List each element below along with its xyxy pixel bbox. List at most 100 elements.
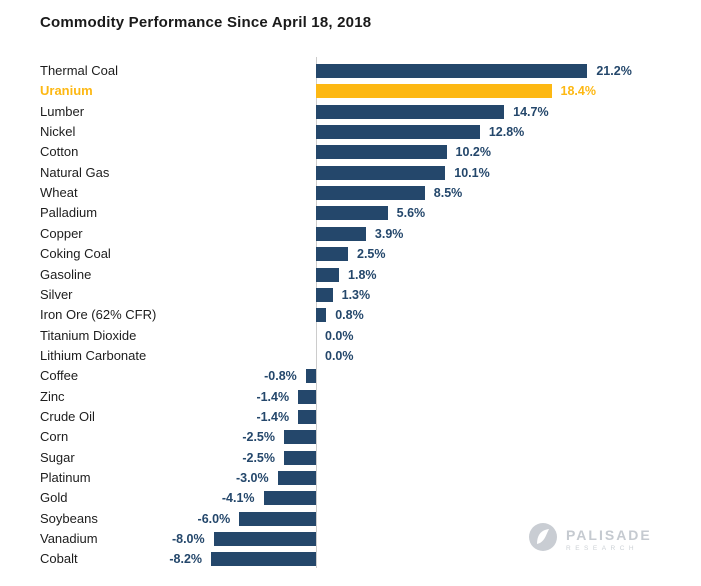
value-label: -2.5% [242, 450, 275, 465]
value-label: 0.8% [335, 308, 364, 323]
category-label: Nickel [40, 124, 76, 140]
chart-row: Lithium Carbonate 0.0% [0, 346, 701, 366]
chart-row: Vanadium -8.0% [0, 529, 701, 549]
chart-row: Copper 3.9% [0, 224, 701, 244]
category-label: Natural Gas [40, 164, 110, 180]
chart-row: Wheat 8.5% [0, 183, 701, 203]
chart-row: Crude Oil -1.4% [0, 407, 701, 427]
bar [284, 450, 316, 465]
category-label: Thermal Coal [40, 63, 119, 78]
value-label: -2.5% [242, 430, 275, 445]
value-label: 10.2% [455, 145, 491, 160]
chart-row: Coffee -0.8% [0, 366, 701, 386]
bar [316, 247, 348, 262]
category-label: Vanadium [40, 531, 98, 547]
value-label: 10.1% [454, 165, 490, 180]
bar [277, 471, 316, 485]
bar [239, 511, 316, 526]
palisade-circle-logo-icon [528, 522, 558, 557]
category-label: Sugar [40, 449, 75, 465]
value-label: 0.0% [325, 348, 354, 363]
category-label: Crude Oil [40, 408, 95, 424]
value-label: -6.0% [197, 511, 231, 526]
bar [316, 226, 366, 241]
chart-row: Corn -2.5% [0, 427, 701, 447]
value-label: -0.8% [264, 369, 297, 384]
bar [298, 409, 316, 424]
category-label: Lumber [40, 103, 85, 119]
category-label: Lithium Carbonate [40, 347, 147, 363]
value-label: 8.5% [433, 186, 463, 201]
category-label: Titanium Dioxide [40, 327, 137, 343]
value-label: 18.4% [560, 84, 596, 99]
bar [298, 389, 316, 404]
category-label: Gasoline [40, 266, 92, 282]
watermark-logo: PALISADE RESEARCH [528, 522, 652, 557]
category-label: Coking Coal [40, 246, 111, 262]
bar [316, 186, 425, 201]
bar [211, 552, 316, 567]
chart-row: Sugar -2.5% [0, 448, 701, 468]
chart-row: Palladium 5.6% [0, 203, 701, 223]
watermark-brand: PALISADE [566, 527, 652, 543]
value-label: -1.4% [256, 389, 290, 404]
chart-row: Cotton 10.2% [0, 142, 701, 162]
bar [316, 287, 333, 302]
bar [316, 104, 505, 119]
value-label: 1.8% [348, 267, 377, 282]
category-label: Silver [40, 286, 73, 302]
category-label: Copper [40, 225, 83, 241]
bar [316, 267, 340, 282]
chart-row: Titanium Dioxide 0.0% [0, 326, 701, 346]
bar [316, 64, 588, 78]
chart-row: Coking Coal 2.5% [0, 244, 701, 264]
category-label: Palladium [40, 205, 98, 221]
bar [316, 308, 327, 323]
chart-row: Cobalt -8.2% [0, 549, 701, 569]
bar [316, 165, 446, 180]
value-label: 14.7% [513, 104, 549, 119]
value-label: -8.2% [169, 552, 203, 567]
chart-row: Nickel 12.8% [0, 122, 701, 142]
category-label: Platinum [40, 470, 91, 485]
chart-row: Thermal Coal 21.2% [0, 61, 701, 81]
value-label: 3.9% [374, 226, 404, 241]
category-label: Cotton [40, 144, 79, 160]
category-label: Wheat [40, 185, 78, 201]
chart-row: Zinc -1.4% [0, 387, 701, 407]
category-label: Coffee [40, 368, 79, 384]
category-label: Uranium [40, 83, 93, 99]
chart-row: Gold -4.1% [0, 488, 701, 508]
category-label: Iron Ore (62% CFR) [40, 307, 157, 323]
bar [284, 430, 316, 445]
bar [316, 145, 447, 160]
value-label: 2.5% [357, 247, 386, 262]
value-label: 1.3% [341, 287, 371, 302]
category-label: Corn [40, 429, 69, 445]
chart-row: Natural Gas 10.1% [0, 163, 701, 183]
watermark-sub: RESEARCH [566, 545, 639, 552]
bar [305, 369, 316, 384]
category-label: Soybeans [40, 510, 98, 526]
value-label: 12.8% [488, 125, 525, 140]
category-label: Zinc [40, 388, 65, 404]
chart-row: Iron Ore (62% CFR) 0.8% [0, 305, 701, 325]
bar [316, 125, 480, 140]
value-label: 0.0% [325, 328, 354, 343]
bar [316, 206, 388, 221]
value-label: -3.0% [235, 471, 269, 485]
value-label: -4.1% [221, 491, 255, 506]
value-label: 21.2% [596, 64, 632, 78]
chart-row: Silver 1.3% [0, 285, 701, 305]
chart-row: Platinum -3.0% [0, 468, 701, 488]
value-label: -8.0% [171, 532, 205, 547]
chart-row: Uranium 18.4% [0, 81, 701, 101]
value-label: -1.4% [256, 409, 290, 424]
chart-row: Gasoline 1.8% [0, 265, 701, 285]
category-label: Cobalt [40, 551, 78, 567]
bar [263, 491, 316, 506]
category-label: Gold [40, 490, 68, 506]
chart-row: Soybeans -6.0% [0, 509, 701, 529]
watermark-text: PALISADE RESEARCH [566, 527, 652, 552]
